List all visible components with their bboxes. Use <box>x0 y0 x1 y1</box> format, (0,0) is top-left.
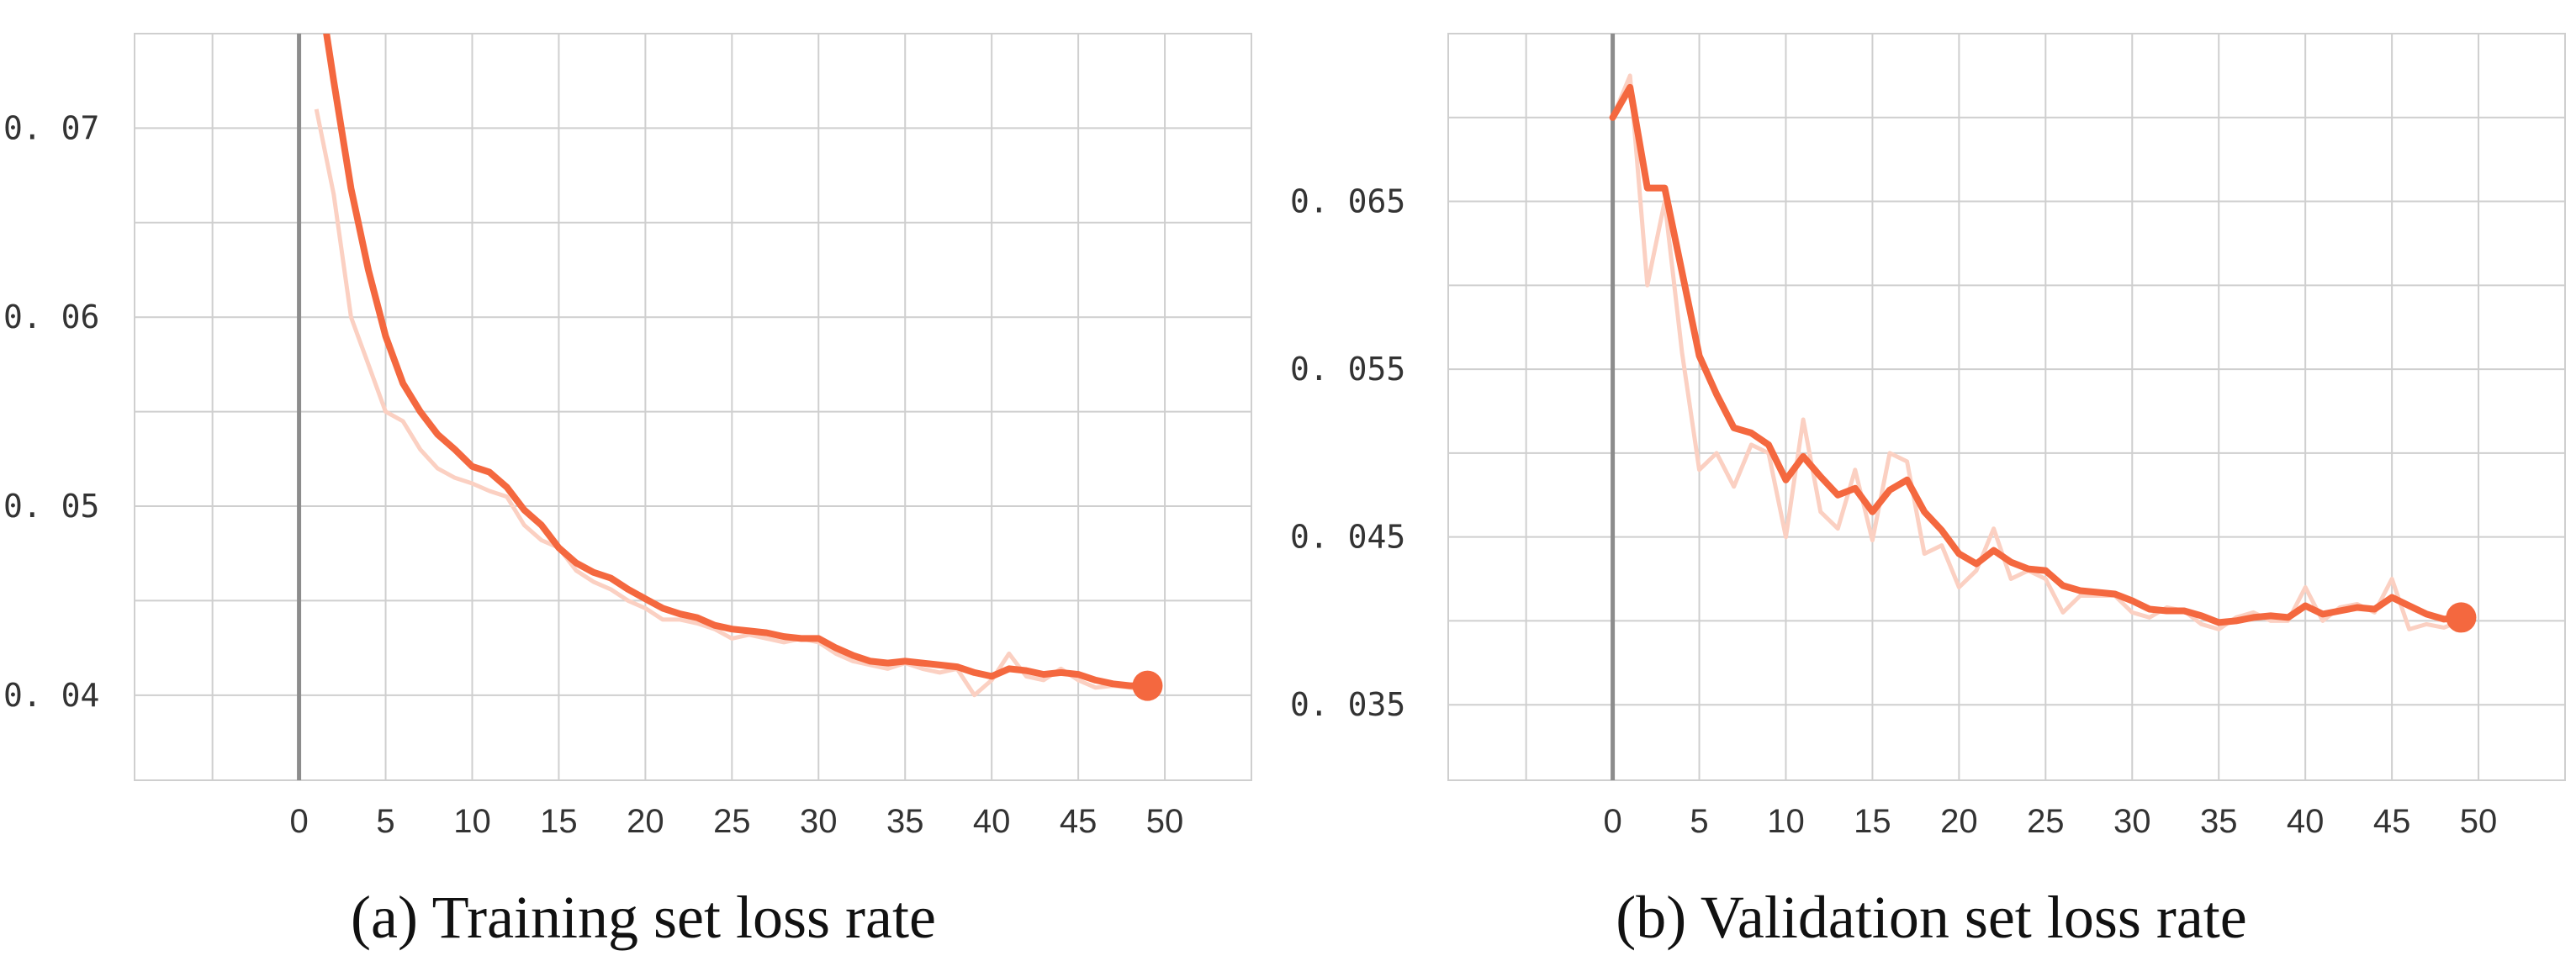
x-tick-label: 15 <box>1854 803 1891 840</box>
x-tick-label: 5 <box>376 803 394 840</box>
chart-a-caption: (a) Training set loss rate <box>351 884 936 951</box>
x-tick-label: 45 <box>1060 803 1098 840</box>
training-loss-chart-panel: 0. 04 0. 05 0. 06 0. 07 0 5 10 15 20 25 30 35 40 45 50… <box>0 0 1287 977</box>
y-tick-label: 0. 06 <box>3 298 99 335</box>
smoothed-loss-line <box>323 34 1151 689</box>
validation-loss-chart: 0. 035 0. 045 0. 055 0. 065 0 5 10 15 20 25 30 35 40… <box>1290 33 2566 840</box>
x-tick-label: 30 <box>2113 803 2151 840</box>
x-tick-label: 0 <box>1603 803 1621 840</box>
x-tick-label: 5 <box>1690 803 1708 840</box>
chart-b-caption: (b) Validation set loss rate <box>1616 884 2247 951</box>
y-tick-label: 0. 065 <box>1290 183 1405 220</box>
x-tick-label: 10 <box>453 803 491 840</box>
y-tick-label: 0. 045 <box>1290 519 1405 556</box>
final-value-marker <box>1132 670 1163 701</box>
final-value-marker <box>2446 602 2477 633</box>
raw-loss-line <box>314 108 1149 698</box>
raw-loss-line <box>1611 73 2462 631</box>
x-tick-label: 20 <box>627 803 664 840</box>
x-tick-label: 35 <box>886 803 924 840</box>
x-tick-label: 50 <box>2460 803 2498 840</box>
x-tick-label: 25 <box>2027 803 2065 840</box>
y-tick-label: 0. 04 <box>3 677 99 714</box>
training-loss-chart: 0. 04 0. 05 0. 06 0. 07 0 5 10 15 20 25 30 35 40 45 50 <box>3 33 1252 840</box>
y-tick-label: 0. 035 <box>1290 686 1405 723</box>
x-tick-label: 40 <box>2287 803 2325 840</box>
x-tick-label: 35 <box>2200 803 2238 840</box>
x-tick-label: 40 <box>973 803 1011 840</box>
x-tick-label: 0 <box>289 803 308 840</box>
y-tick-label: 0. 05 <box>3 488 99 525</box>
grid-lines <box>1448 34 2565 780</box>
plot-frame <box>1447 33 2566 781</box>
x-tick-label: 15 <box>540 803 578 840</box>
plot-frame <box>134 33 1252 781</box>
x-tick-label: 25 <box>713 803 751 840</box>
x-tick-label: 10 <box>1767 803 1805 840</box>
x-tick-label: 45 <box>2373 803 2411 840</box>
grid-lines <box>135 34 1251 780</box>
x-tick-label: 30 <box>800 803 838 840</box>
x-tick-label: 50 <box>1146 803 1184 840</box>
smoothed-loss-line <box>1609 83 2465 626</box>
y-tick-label: 0. 055 <box>1290 351 1405 388</box>
y-tick-label: 0. 07 <box>3 109 99 146</box>
x-tick-label: 20 <box>1940 803 1978 840</box>
validation-loss-chart-panel: 0. 035 0. 045 0. 055 0. 065 0 5 10 15 20 25 30 35 40… <box>1287 0 2576 977</box>
